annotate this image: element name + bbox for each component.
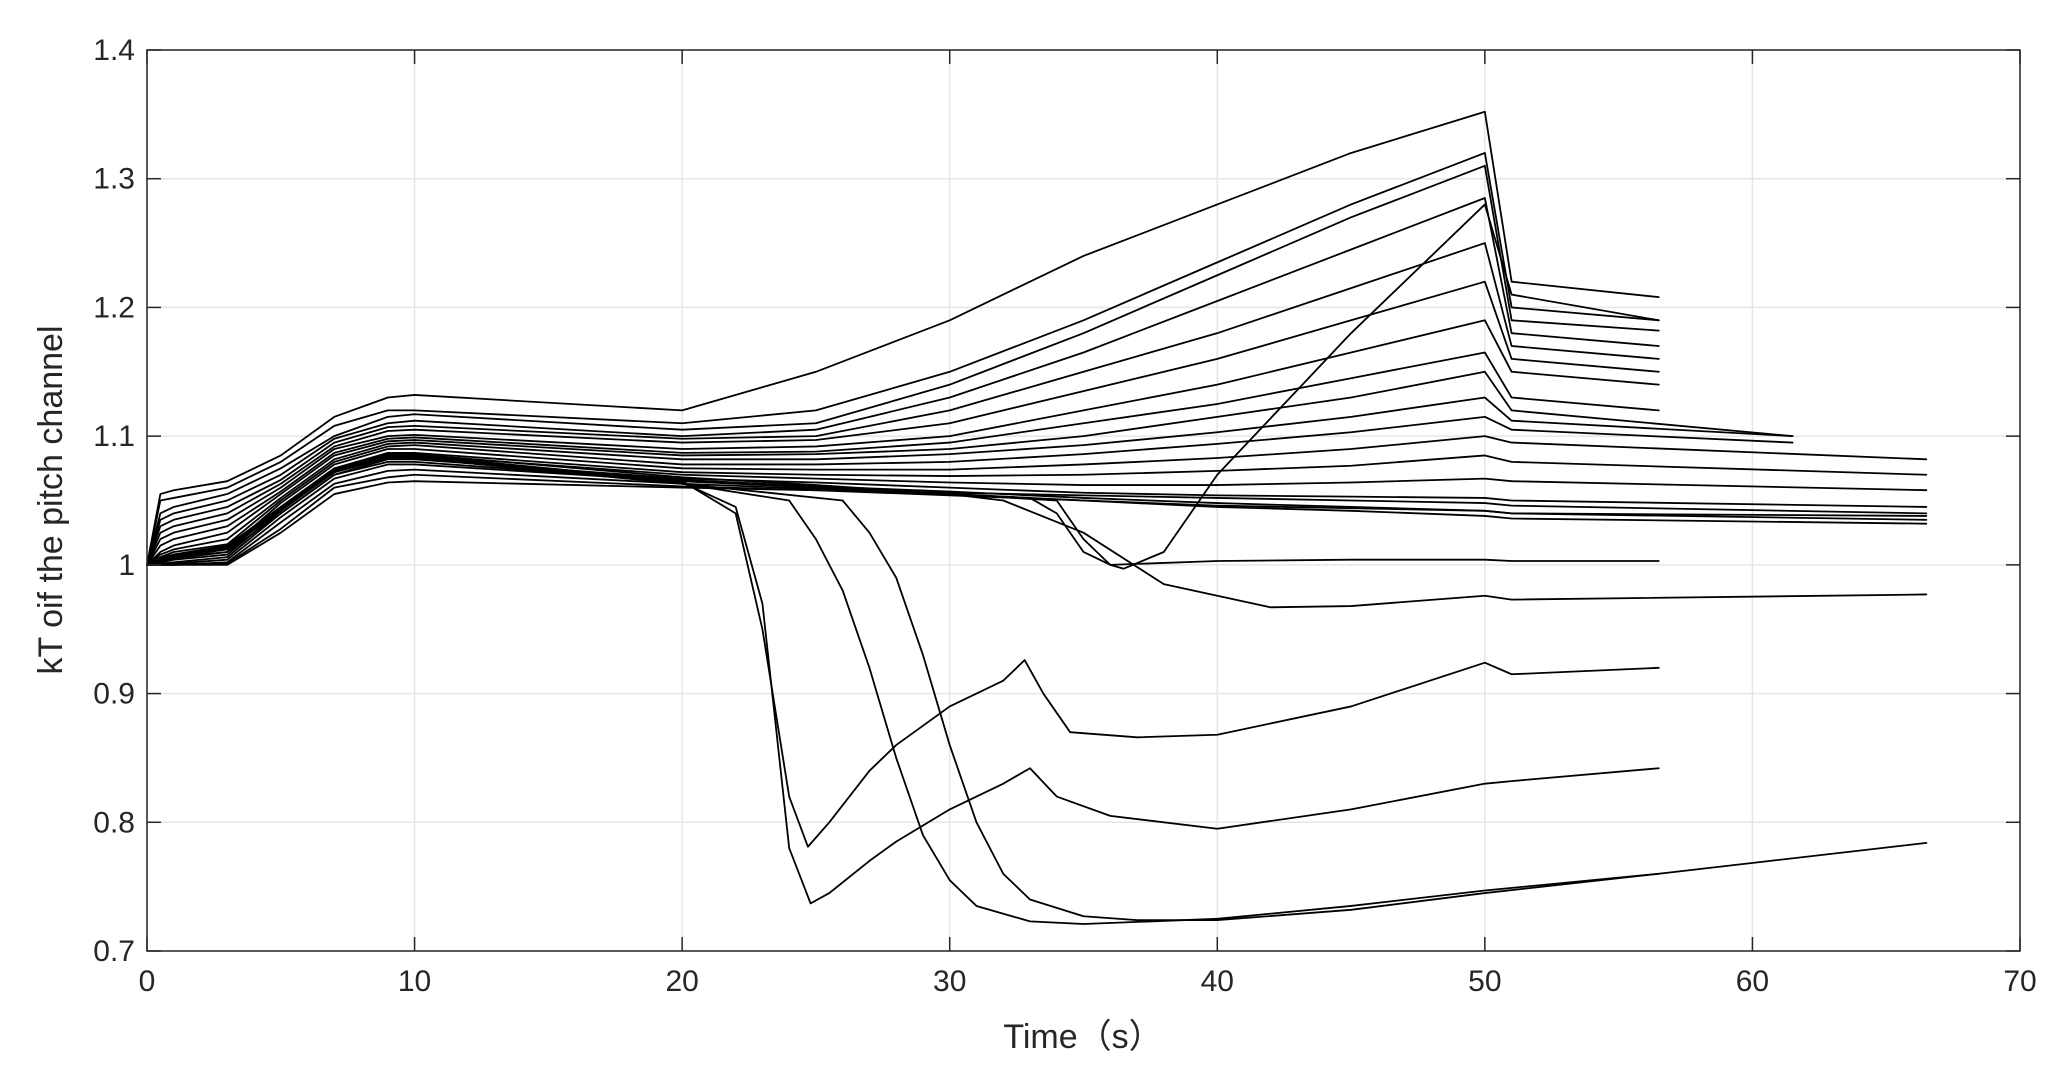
series-line-19 bbox=[146, 480, 1928, 566]
y-tick-label: 1.4 bbox=[93, 34, 135, 67]
series-lines bbox=[146, 110, 1928, 925]
x-axis-label: Time（s） bbox=[1003, 1018, 1162, 1056]
series-line-23 bbox=[146, 454, 1660, 848]
series-line-5 bbox=[146, 242, 1660, 566]
y-tick-label: 1.2 bbox=[93, 291, 135, 324]
series-line-26 bbox=[146, 457, 1660, 922]
y-tick-label: 1.1 bbox=[93, 420, 135, 453]
series-line-9 bbox=[146, 370, 1794, 566]
y-tick-label: 0.8 bbox=[93, 806, 135, 839]
axis-labels: Time（s） kT oif the pitch channel bbox=[32, 325, 1163, 1056]
x-tick-label: 30 bbox=[933, 965, 966, 998]
x-tick-label: 10 bbox=[398, 965, 431, 998]
x-tick-label: 40 bbox=[1201, 965, 1234, 998]
y-tick-label: 1.3 bbox=[93, 163, 135, 196]
x-tick-label: 60 bbox=[1736, 965, 1769, 998]
series-line-3 bbox=[146, 164, 1660, 566]
series-line-14 bbox=[146, 454, 1928, 566]
axis-ticks: 0 10 20 30 40 50 60 70 0.7 0.8 0.9 1 1.1 1.2 1.3 1.4 bbox=[93, 34, 2036, 998]
y-tick-label: 0.7 bbox=[93, 935, 135, 968]
y-tick-label: 0.9 bbox=[93, 678, 135, 711]
x-tick-label: 70 bbox=[2003, 965, 2036, 998]
plot-area-frame bbox=[146, 49, 2021, 952]
series-line-1 bbox=[146, 110, 1660, 566]
series-line-7 bbox=[146, 319, 1660, 566]
x-tick-label: 20 bbox=[665, 965, 698, 998]
x-tick-label: 50 bbox=[1468, 965, 1501, 998]
series-line-8 bbox=[146, 351, 1660, 566]
x-tick-label: 0 bbox=[139, 965, 156, 998]
series-line-24 bbox=[146, 455, 1660, 905]
series-line-15 bbox=[146, 458, 1928, 566]
y-tick-label: 1 bbox=[118, 549, 135, 582]
series-line-2 bbox=[146, 152, 1660, 566]
series-line-6 bbox=[146, 280, 1660, 566]
series-line-4 bbox=[146, 197, 1660, 566]
series-line-10 bbox=[146, 396, 1794, 566]
series-line-11 bbox=[146, 415, 1794, 566]
y-axis-label: kT oif the pitch channel bbox=[32, 325, 70, 674]
